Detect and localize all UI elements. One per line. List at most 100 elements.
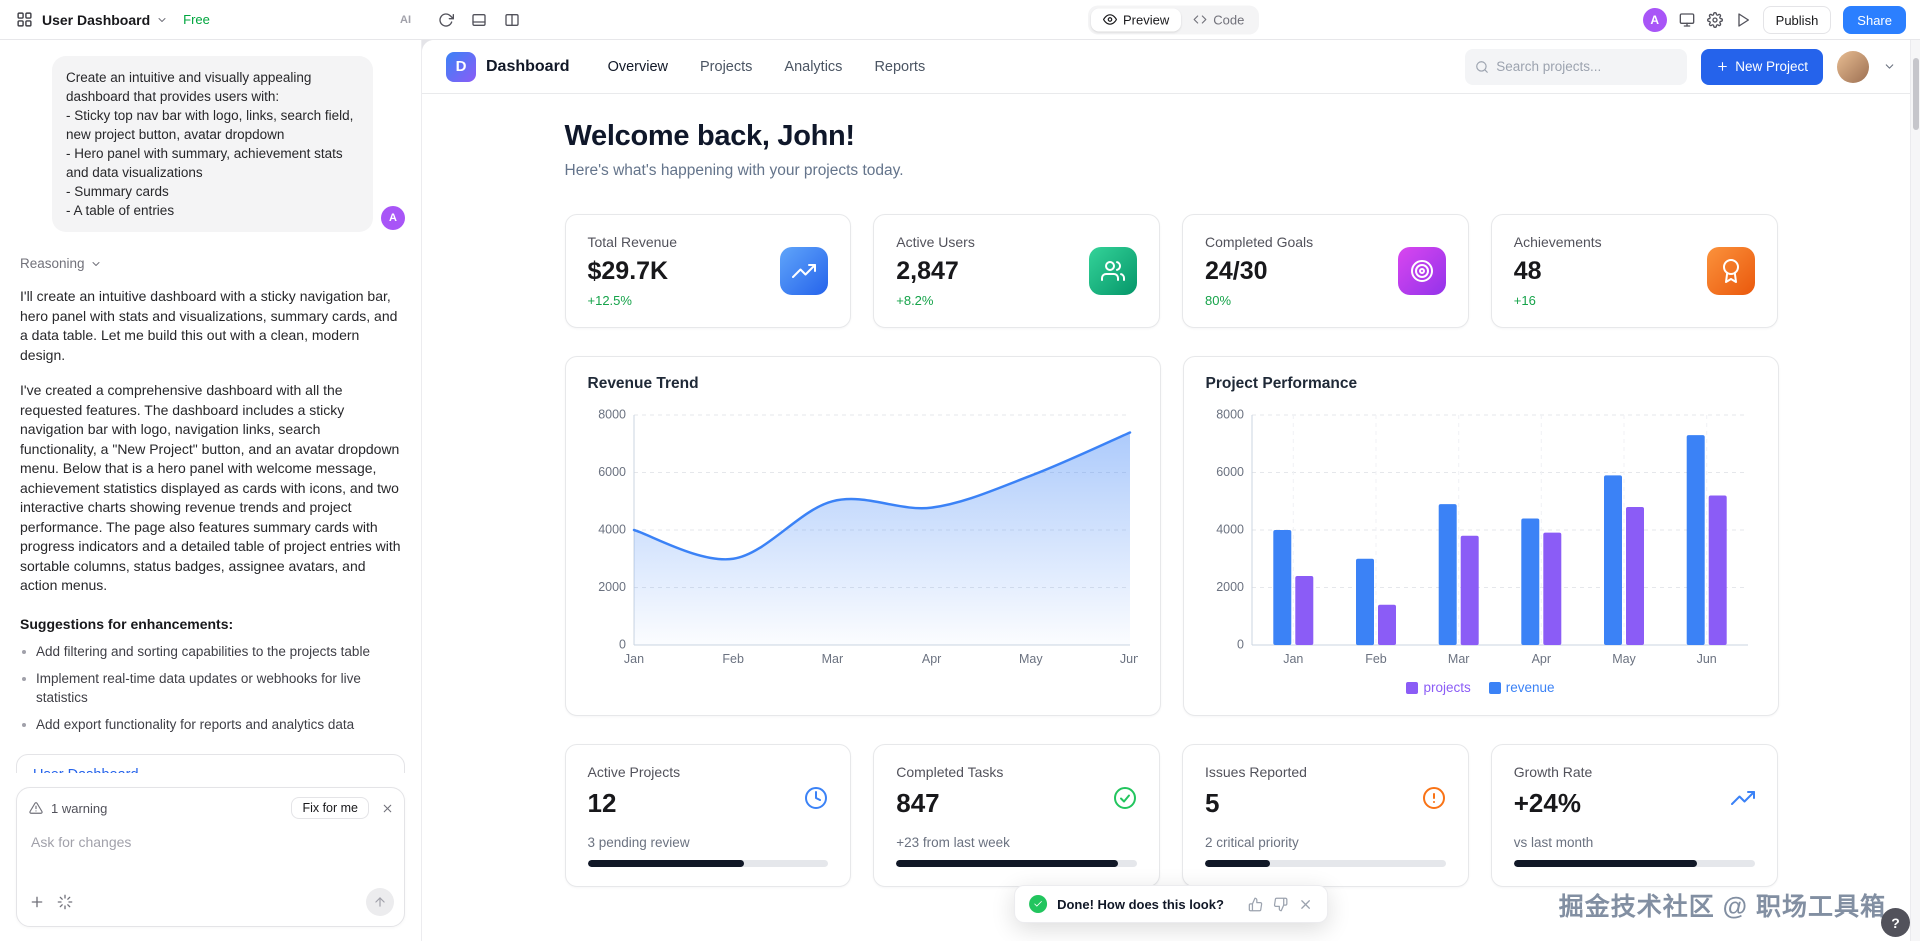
reasoning-toggle[interactable]: Reasoning [20, 256, 102, 271]
summary-label: Active Projects [587, 763, 681, 780]
play-icon[interactable] [1735, 12, 1751, 28]
chat-history[interactable]: Create an intuitive and visually appeali… [0, 40, 421, 773]
dashboard-window: D Dashboard Overview Projects Analytics Rep… [422, 40, 1920, 941]
warning-icon [29, 801, 43, 815]
gear-icon[interactable] [1706, 12, 1723, 28]
thumbs-up-icon[interactable] [1248, 897, 1263, 912]
page-subtitle: Here's what's happening with your projec… [564, 162, 904, 179]
preview-tab[interactable]: Preview [1091, 8, 1182, 31]
split-view-icon[interactable] [504, 12, 520, 28]
search-input[interactable] [1496, 59, 1678, 74]
stat-change: 80% [1205, 293, 1232, 308]
legend-item-revenue: revenue [1488, 680, 1555, 695]
summary-subtext: 3 pending review [587, 834, 690, 850]
stat-label: Completed Goals [1205, 234, 1314, 250]
send-button[interactable] [366, 888, 394, 916]
dash-nav-link-reports[interactable]: Reports [874, 58, 926, 75]
svg-text:Apr: Apr [921, 652, 940, 666]
svg-text:2000: 2000 [598, 580, 626, 594]
reasoning-label: Reasoning [20, 256, 85, 271]
help-button[interactable]: ? [1881, 908, 1910, 937]
svg-text:Mar: Mar [1447, 652, 1469, 666]
stat-value: 2,847 [896, 257, 959, 285]
builder-topbar: User Dashboard Free AI Preview Code A [0, 0, 1920, 40]
thumbs-down-icon[interactable] [1273, 897, 1288, 912]
summary-subtext: 2 critical priority [1205, 834, 1299, 850]
stat-card: Completed Goals 24/30 80% [1182, 214, 1469, 328]
code-tab[interactable]: Code [1181, 8, 1256, 31]
target-icon [1397, 247, 1446, 295]
monitor-icon[interactable] [1679, 12, 1695, 28]
legend-item-projects: projects [1406, 680, 1471, 695]
summary-label: Issues Reported [1205, 763, 1307, 780]
chat-sidebar: Create an intuitive and visually appeali… [0, 40, 422, 941]
project-title-button[interactable]: User Dashboard [42, 12, 168, 28]
share-button[interactable]: Share [1843, 6, 1906, 34]
stat-change: +12.5% [587, 293, 632, 308]
page-title: Welcome back, John! [564, 120, 856, 152]
svg-text:0: 0 [619, 637, 626, 651]
account-avatar[interactable]: A [1642, 8, 1667, 32]
suggestions-title: Suggestions for enhancements: [20, 615, 234, 632]
stat-card: Achievements 48 +16 [1490, 214, 1778, 328]
version-card[interactable]: User Dashboard Version 1 [16, 753, 405, 773]
new-project-button[interactable]: New Project [1701, 48, 1823, 85]
dashboard-body: Welcome back, John! Here's what's happen… [422, 94, 1920, 941]
svg-text:Mar: Mar [821, 652, 843, 666]
success-check-icon [1029, 895, 1048, 913]
dashboard-brand: Dashboard [486, 57, 570, 75]
svg-text:8000: 8000 [598, 407, 626, 421]
charts-row: Revenue Trend 0 2000 4000 6000 8000 Jan Feb Mar… [564, 356, 1779, 716]
dashboard-logo: D [446, 51, 476, 82]
progress-bar [1205, 859, 1446, 867]
chevron-down-icon[interactable] [1883, 60, 1896, 73]
stat-label: Achievements [1513, 234, 1602, 250]
scrollbar[interactable] [1910, 40, 1920, 941]
summary-value: 847 [896, 787, 940, 818]
suggestion-item: Add filtering and sorting capabilities t… [22, 642, 401, 661]
svg-text:6000: 6000 [598, 465, 626, 479]
profile-avatar[interactable] [1837, 50, 1869, 83]
project-performance-card: Project Performance 0 2000 4000 6000 8000 Jan… [1182, 356, 1779, 716]
panel-bottom-icon[interactable] [471, 12, 487, 28]
svg-text:Feb: Feb [1365, 652, 1387, 666]
progress-bar [587, 859, 829, 867]
dashboard-navbar: D Dashboard Overview Projects Analytics Rep… [422, 40, 1920, 94]
clock-icon [804, 786, 828, 810]
preview-toolbar-icons [438, 0, 520, 40]
close-icon[interactable] [381, 802, 394, 815]
fix-for-me-button[interactable]: Fix for me [291, 797, 369, 819]
scrollbar-thumb[interactable] [1913, 58, 1919, 130]
summary-card: Growth Rate +24% vs last month [1490, 743, 1778, 887]
summary-card: Completed Tasks 847 +23 from last week [873, 743, 1160, 887]
search-icon [1475, 60, 1489, 74]
plus-icon [1716, 60, 1729, 73]
chevron-down-icon [90, 258, 102, 270]
revenue-trend-card: Revenue Trend 0 2000 4000 6000 8000 Jan Feb Mar… [564, 356, 1161, 716]
suggestion-item: Implement real-time data updates or webh… [22, 669, 401, 707]
publish-button[interactable]: Publish [1762, 6, 1832, 34]
summary-subtext: +23 from last week [896, 834, 1010, 850]
chat-input[interactable]: Ask for changes [17, 826, 404, 888]
dash-nav-link-projects[interactable]: Projects [700, 58, 753, 75]
summary-label: Completed Tasks [896, 763, 1004, 780]
user-avatar: A [381, 206, 405, 230]
view-toggle: Preview Code [1088, 5, 1260, 34]
award-icon [1706, 247, 1755, 295]
stat-card: Active Users 2,847 +8.2% [873, 214, 1160, 328]
plus-icon[interactable] [29, 894, 45, 910]
svg-text:Jun: Jun [1119, 652, 1137, 666]
refresh-icon[interactable] [438, 12, 454, 28]
progress-bar [1513, 859, 1755, 867]
dash-nav-link-overview[interactable]: Overview [607, 58, 669, 75]
close-icon[interactable] [1298, 897, 1313, 912]
chat-input-placeholder: Ask for changes [31, 834, 132, 850]
svg-text:6000: 6000 [1216, 465, 1244, 479]
summary-card: Active Projects 12 3 pending review [564, 743, 852, 887]
stat-change: +8.2% [896, 293, 934, 308]
dash-nav-link-analytics[interactable]: Analytics [784, 58, 843, 75]
trending-up-icon [780, 247, 829, 295]
chart-title: Revenue Trend [587, 375, 699, 392]
svg-text:2000: 2000 [1216, 580, 1244, 594]
loader-icon[interactable] [57, 894, 73, 910]
